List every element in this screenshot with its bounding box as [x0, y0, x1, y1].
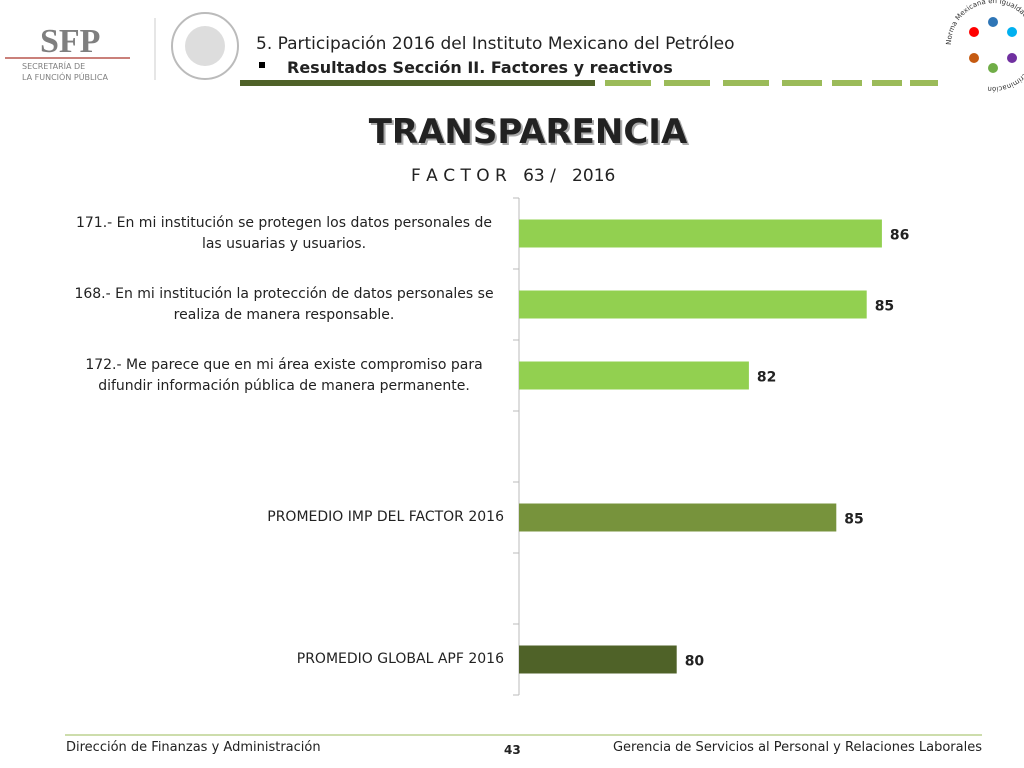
logo-sfp: SFP [40, 23, 100, 60]
logo-text: SECRETARÍA DE [22, 60, 85, 71]
data-label: 82 [757, 370, 776, 386]
header-line2: Resultados Sección II. Factores y reacti… [287, 58, 673, 77]
bar [519, 645, 677, 674]
data-label: 80 [685, 654, 705, 670]
chart-title: TRANSPARENCIA [369, 112, 688, 152]
bar [519, 290, 867, 319]
bar [519, 361, 749, 390]
page-number: 43 [504, 743, 521, 757]
footer-right: Gerencia de Servicios al Personal y Rela… [612, 740, 982, 755]
data-label: 85 [875, 299, 894, 315]
emblem [185, 26, 225, 66]
category-label: PROMEDIO IMP DEL FACTOR 2016 [267, 509, 504, 525]
logo-figures [969, 17, 1017, 73]
title-shadow: TRANSPARENCIA [371, 114, 690, 154]
footer-left: Dirección de Finanzas y Administración [66, 740, 321, 755]
chart-subtitle: F A C T O R 63 / 2016 [411, 166, 616, 186]
logo-right-text: Norma Mexicana en Igualdad Laboral y No … [945, 0, 1024, 93]
category-label: PROMEDIO GLOBAL APF 2016 [296, 651, 504, 667]
emblem [171, 12, 239, 80]
logo-text: LA FUNCIÓN PÚBLICA [22, 71, 108, 82]
bullet [259, 62, 265, 68]
bar [519, 503, 837, 532]
category-label: 168.- En mi institución la protección de… [74, 285, 494, 323]
category-label: 172.- Me parece que en mi área existe co… [85, 356, 483, 394]
data-label: 85 [844, 512, 863, 528]
data-label: 86 [890, 228, 909, 244]
category-label: 171.- En mi institución se protegen los … [75, 214, 493, 252]
logo-right-path: Norma Mexicana en Igualdad Laboral y No … [945, 0, 1024, 93]
header-line1: 5. Participación 2016 del Instituto Mexi… [256, 34, 735, 54]
bar [519, 219, 882, 248]
header-segments [605, 80, 938, 86]
